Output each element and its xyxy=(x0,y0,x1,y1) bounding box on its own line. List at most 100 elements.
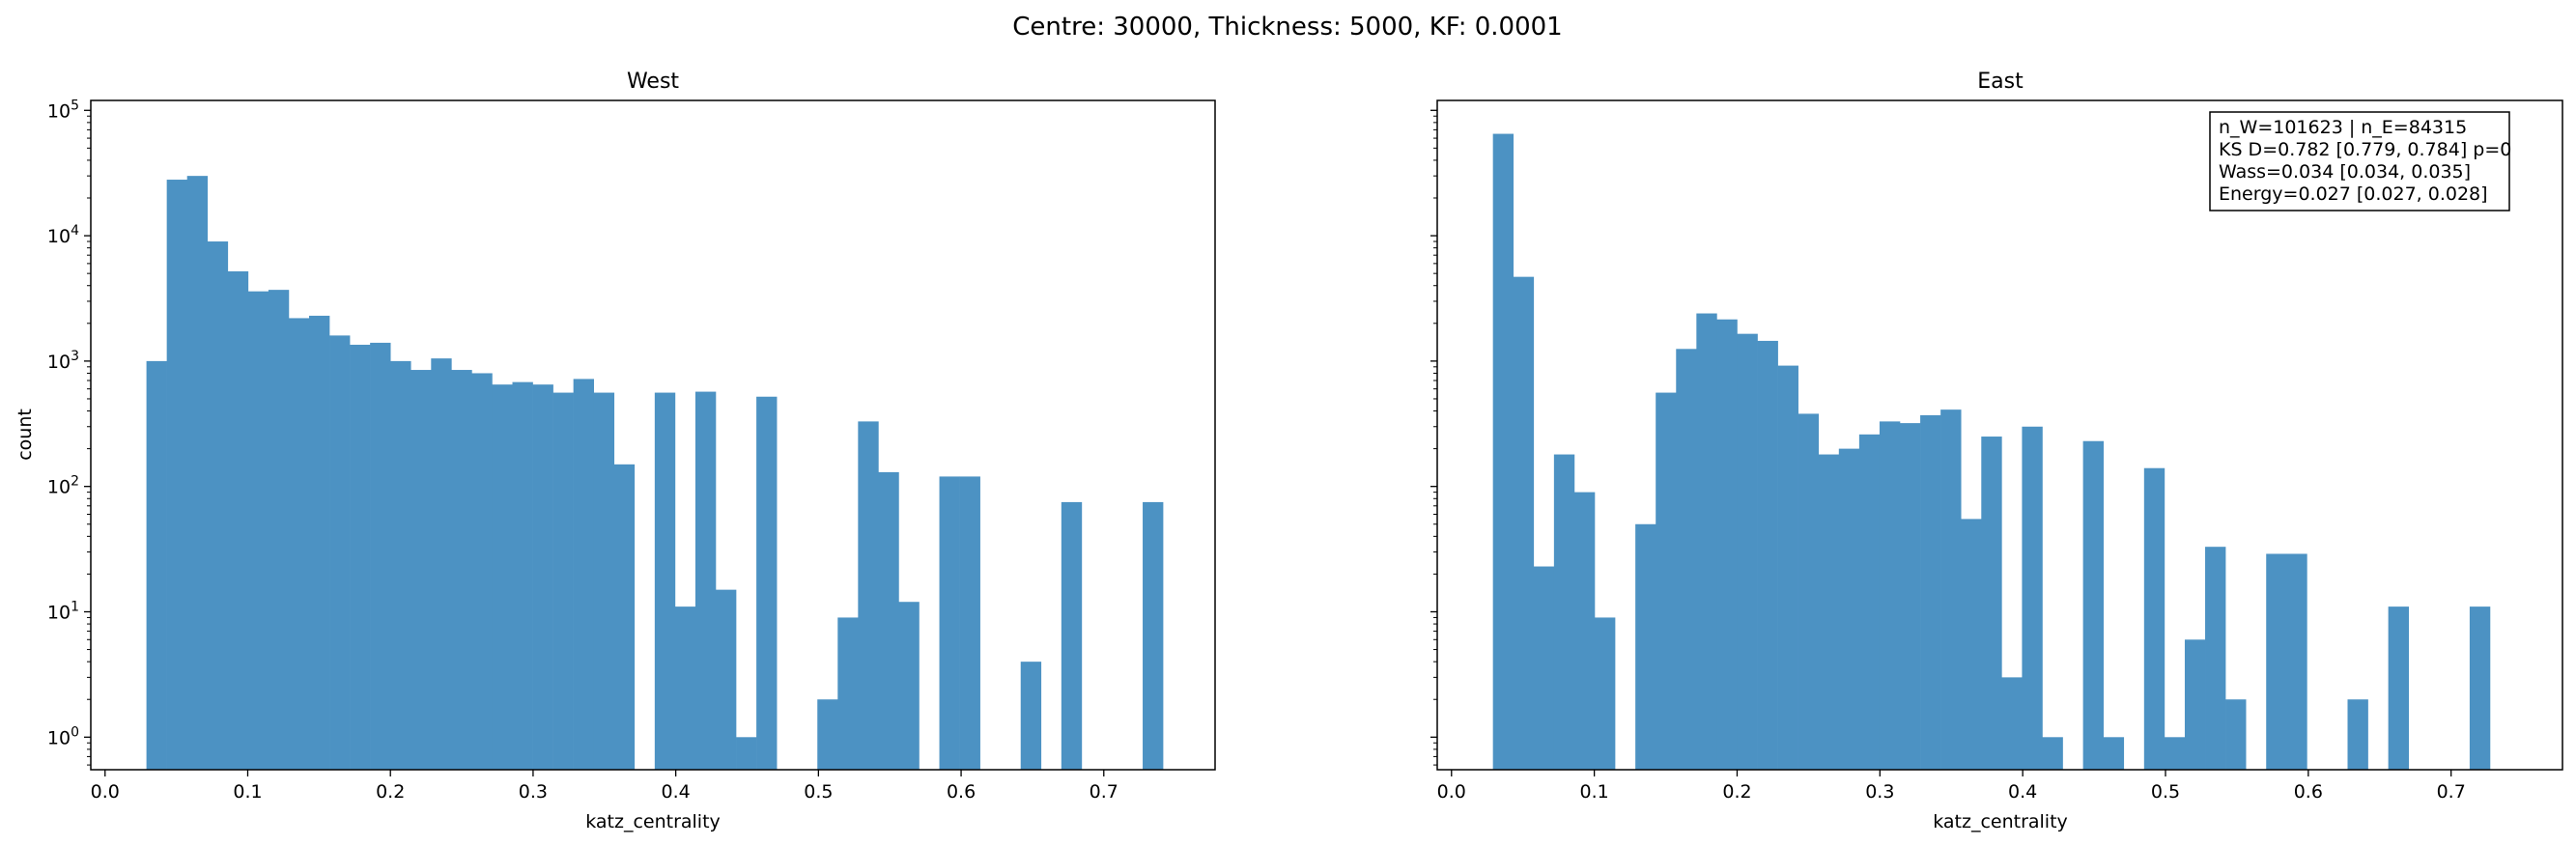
histogram-bar xyxy=(1594,617,1616,770)
histogram-bar xyxy=(613,464,636,770)
histogram-bar xyxy=(1676,349,1697,770)
histogram-bar xyxy=(2266,553,2287,770)
histogram-bar xyxy=(370,342,391,770)
x-tick-label: 0.5 xyxy=(2151,781,2180,803)
histogram-bar xyxy=(593,392,615,770)
histogram-bar xyxy=(329,335,351,770)
histogram-bar xyxy=(939,476,960,770)
histogram-bar xyxy=(1757,340,1778,770)
histogram-bar xyxy=(573,379,594,770)
histogram-bar xyxy=(2022,426,2043,770)
histogram-bar xyxy=(1737,333,1758,770)
histogram-bar xyxy=(1533,566,1555,770)
histogram-bar xyxy=(674,606,696,770)
histogram-bar xyxy=(756,396,778,770)
histogram-bar xyxy=(1961,519,1982,770)
histogram-bar xyxy=(2469,606,2491,770)
x-tick-label: 0.3 xyxy=(1865,781,1894,803)
histogram-bar xyxy=(1513,276,1535,770)
histogram-bar xyxy=(146,360,167,770)
histogram-bar xyxy=(492,384,513,770)
histogram-bar xyxy=(715,589,737,770)
histogram-bar xyxy=(2042,737,2063,770)
histogram-bar xyxy=(1838,448,1860,770)
histogram-bar xyxy=(2164,737,2186,770)
x-axis-label-east: katz_centrality xyxy=(1933,811,2068,832)
histogram-bar xyxy=(858,421,879,770)
histogram-bar xyxy=(2103,737,2125,770)
histogram-bar xyxy=(1656,392,1677,770)
figure-title: Centre: 30000, Thickness: 5000, KF: 0.00… xyxy=(1012,13,1562,42)
histogram-bar xyxy=(1798,413,1820,770)
histogram-bar xyxy=(959,476,980,770)
histogram-bar xyxy=(1573,492,1596,770)
histogram-bar xyxy=(1492,133,1514,771)
stats-annotation-line: KS D=0.782 [0.779, 0.784] p=0 xyxy=(2219,139,2511,160)
histogram-bar xyxy=(1553,454,1575,770)
x-tick-label: 0.4 xyxy=(2008,781,2037,803)
x-tick-label: 0.5 xyxy=(804,781,833,803)
histogram-bar xyxy=(898,602,920,770)
histogram-bar xyxy=(2001,677,2023,770)
histogram-bar xyxy=(817,699,838,770)
histogram-bar xyxy=(207,241,229,770)
histogram-bar xyxy=(2205,547,2226,770)
panel-west: West 0.0 0.1 0.2 0.3 0.4 0.5 0.6 0.710010110210… xyxy=(14,70,1216,832)
bars-east xyxy=(1492,133,2491,771)
panel-title-west: West xyxy=(627,70,679,94)
histogram-bar xyxy=(431,358,452,770)
histogram-bar xyxy=(309,315,330,770)
histogram-bar xyxy=(512,381,533,770)
panel-title-east: East xyxy=(1977,70,2024,94)
histogram-bar xyxy=(227,270,249,771)
histogram-bar xyxy=(2184,639,2206,770)
histogram-bar xyxy=(1879,421,1901,770)
histogram-bar xyxy=(186,176,209,771)
stats-annotation-line: Energy=0.027 [0.027, 0.028] xyxy=(2219,183,2488,205)
bars-west xyxy=(146,176,1164,771)
histogram-bar xyxy=(410,370,432,770)
x-tick-label: 0.0 xyxy=(91,781,120,803)
x-tick-label: 0.4 xyxy=(662,781,691,803)
histogram-bar xyxy=(390,360,411,770)
stats-annotation-line: Wass=0.034 [0.034, 0.035] xyxy=(2219,161,2471,183)
x-tick-label: 0.7 xyxy=(1090,781,1118,803)
histogram-bar xyxy=(1858,434,1881,770)
histogram-bar xyxy=(654,392,676,770)
histogram-bar xyxy=(2388,606,2409,770)
histogram-bar xyxy=(2347,699,2368,770)
stats-annotation-frame xyxy=(2209,111,2510,212)
histogram-bar xyxy=(1818,454,1840,770)
histogram-bar xyxy=(552,392,574,770)
histogram-bar xyxy=(736,737,757,770)
x-tick-label: 0.6 xyxy=(947,781,976,803)
x-tick-label: 0.1 xyxy=(233,781,262,803)
histogram-bar xyxy=(451,370,472,770)
histogram-bar xyxy=(1716,319,1738,770)
x-tick-label: 0.0 xyxy=(1437,781,1466,803)
stats-annotation-line: n_W=101623 | n_E=84315 xyxy=(2219,117,2467,138)
stats-annotation-box: n_W=101623 | n_E=84315 KS D=0.782 [0.779… xyxy=(2209,111,2511,212)
histogram-bar xyxy=(1635,523,1656,770)
histogram-bar xyxy=(2082,440,2104,770)
histogram-bar xyxy=(2143,467,2166,770)
histogram-bar xyxy=(1981,437,2002,770)
histogram-bar xyxy=(1777,365,1798,770)
x-axis-label-west: katz_centrality xyxy=(585,811,721,832)
plot-frame-east xyxy=(1436,99,2563,771)
x-tick-label: 0.7 xyxy=(2437,781,2466,803)
histogram-bar xyxy=(1900,423,1921,770)
histogram-bar xyxy=(471,373,493,770)
histogram-bar xyxy=(694,391,717,770)
histogram-bar xyxy=(268,290,290,770)
x-tick-label: 0.6 xyxy=(2294,781,2323,803)
x-tick-label: 0.2 xyxy=(1722,781,1751,803)
histogram-bar xyxy=(288,318,310,770)
histogram-bar xyxy=(350,344,371,770)
x-tick-label: 0.3 xyxy=(519,781,548,803)
histogram-bar xyxy=(1696,313,1717,770)
histogram-bar xyxy=(532,384,553,770)
histogram-bar xyxy=(1061,501,1083,770)
y-axis-label-west: count xyxy=(14,409,36,461)
